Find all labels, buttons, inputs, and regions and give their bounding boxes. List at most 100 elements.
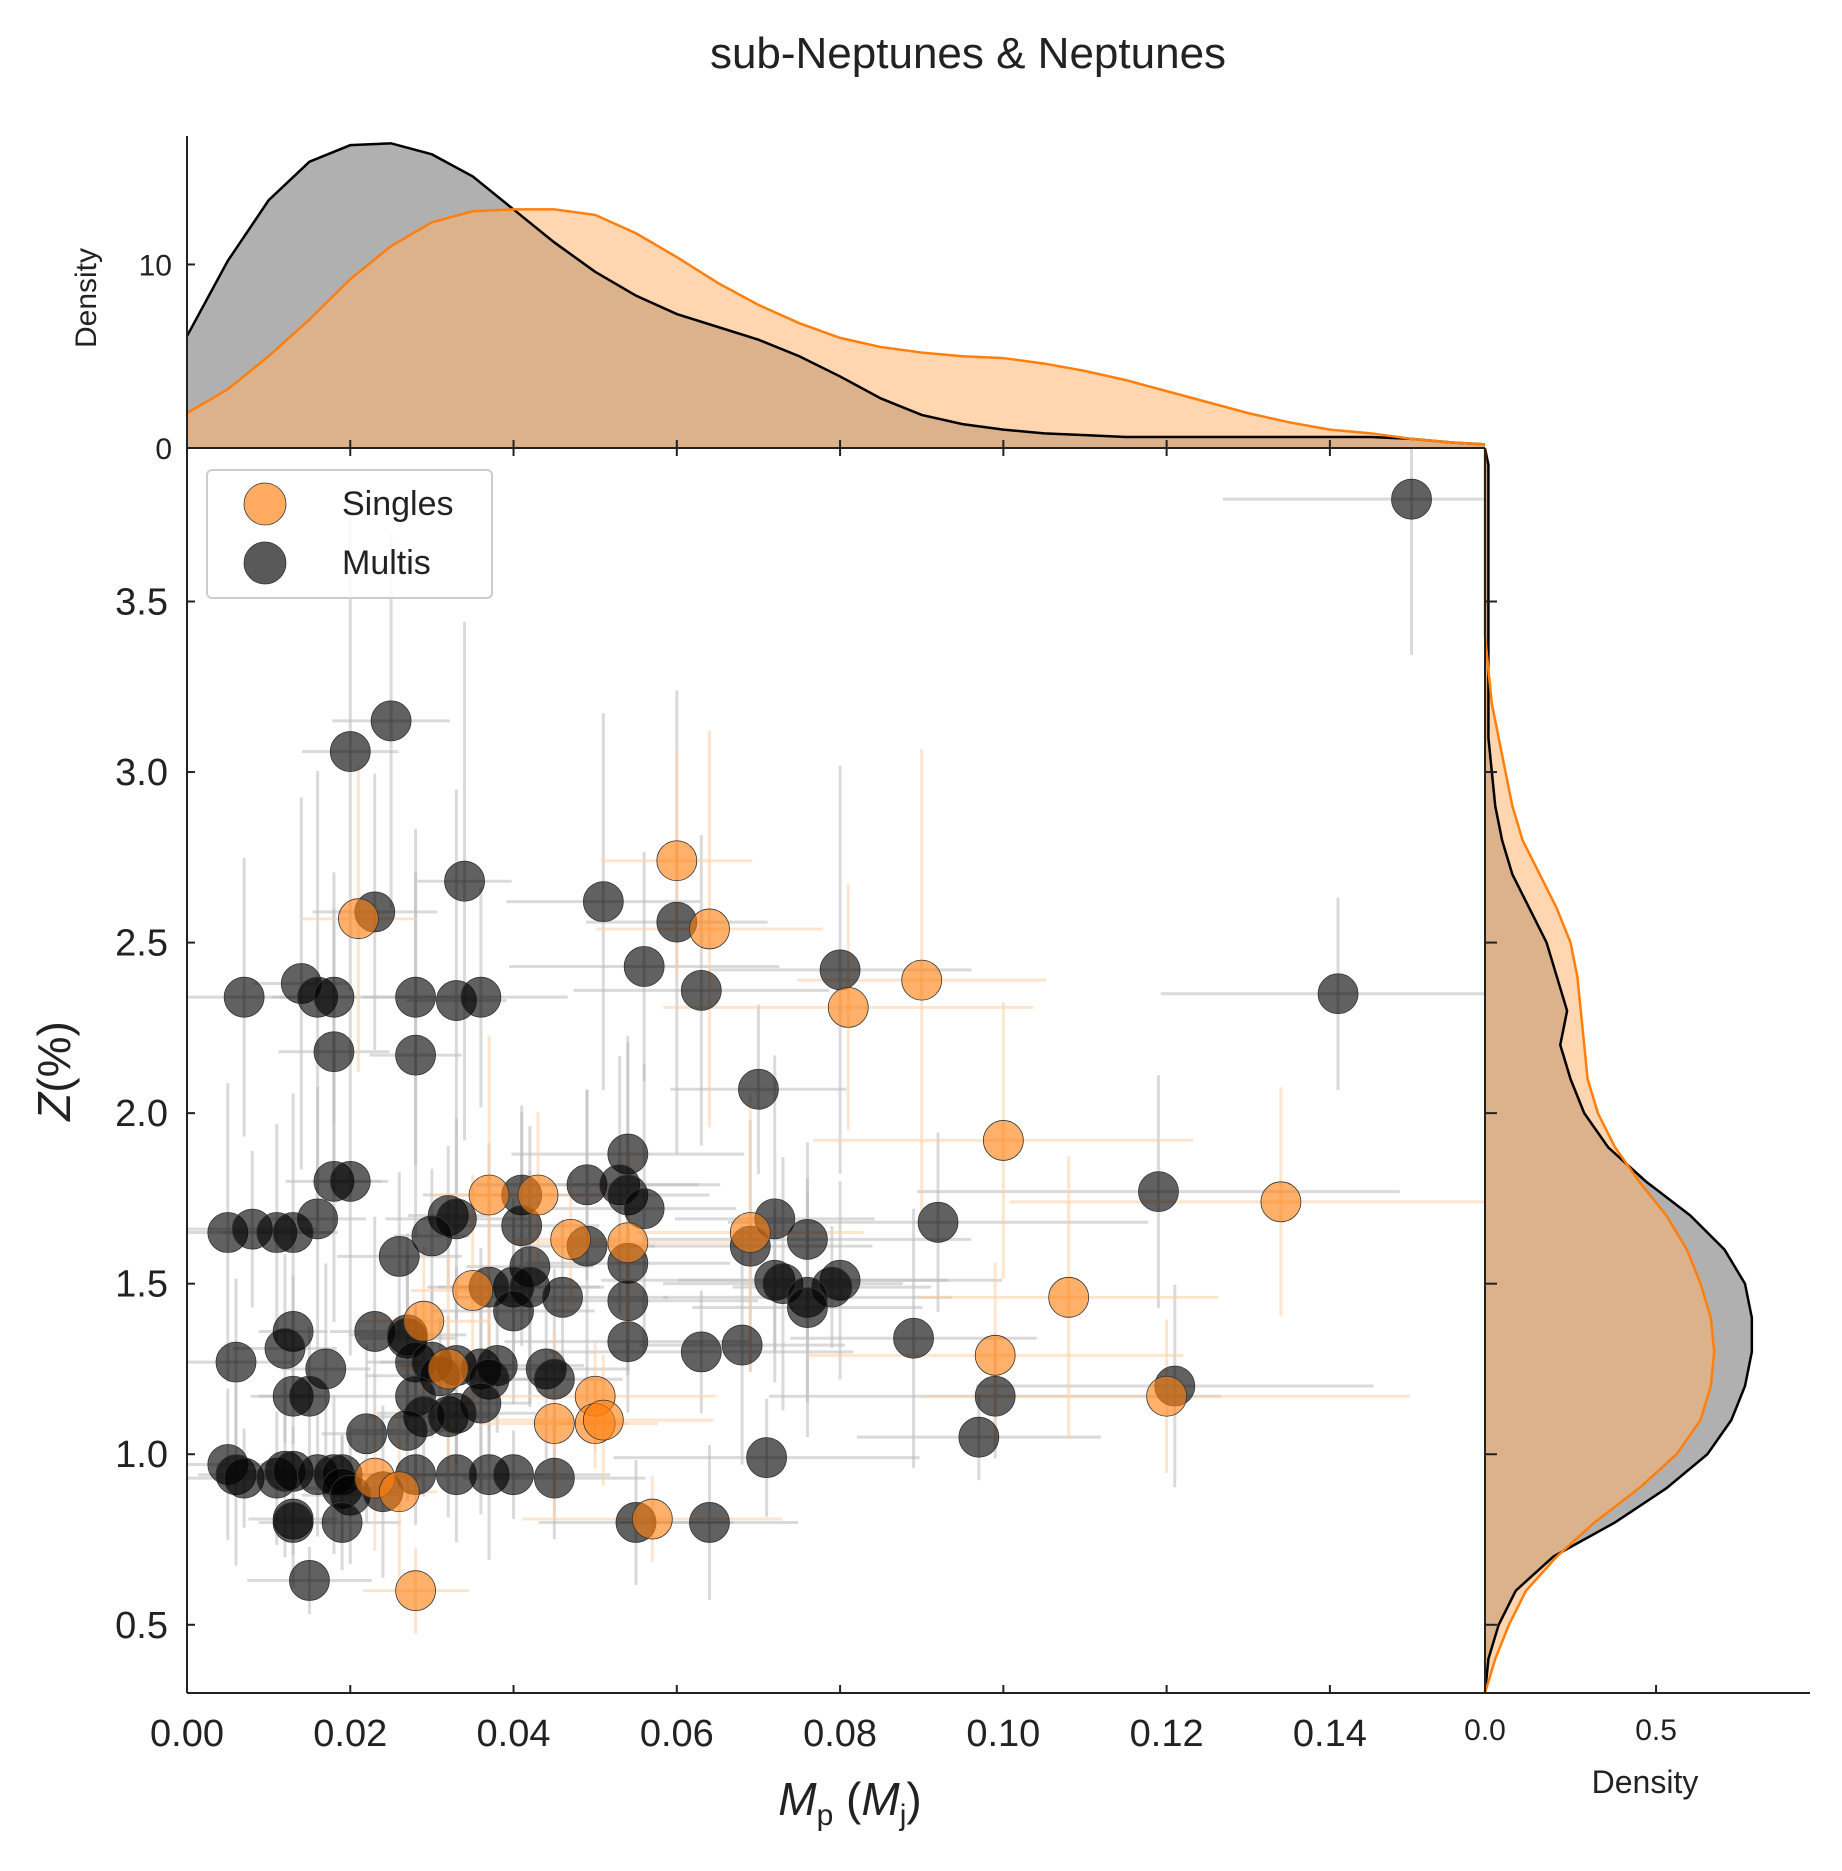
legend-marker-singles — [243, 482, 287, 526]
right-kde-line-multis — [1483, 447, 1754, 1694]
x-tick-label: 0.14 — [1293, 1713, 1367, 1755]
point-multis — [321, 1502, 363, 1543]
point-multis — [893, 1317, 934, 1359]
point-singles — [378, 1471, 420, 1513]
point-singles — [468, 1174, 510, 1216]
point-multis — [1138, 1171, 1179, 1212]
point-singles — [1260, 1181, 1302, 1223]
point-multis — [329, 1160, 371, 1202]
point-singles — [901, 959, 943, 1001]
point-multis — [819, 949, 861, 991]
point-singles — [427, 1348, 469, 1390]
top-kde-areas — [185, 142, 1486, 448]
point-singles — [1048, 1276, 1090, 1318]
y-tick-label: 1.0 — [115, 1434, 168, 1476]
point-multis — [493, 1290, 534, 1332]
point-singles — [631, 1498, 673, 1540]
y-tick-label: 1.5 — [115, 1264, 168, 1306]
point-multis — [378, 1235, 420, 1277]
point-multis — [582, 881, 624, 923]
point-singles — [729, 1212, 771, 1253]
point-multis — [607, 1321, 649, 1363]
point-singles — [395, 1570, 436, 1612]
main-ticks: 0.00 0.02 0.04 0.06 0.08 0.10 0.12 0.14 0.5 1.0 1.… — [115, 448, 1497, 1755]
point-multis — [542, 1276, 583, 1318]
point-multis — [974, 1375, 1016, 1417]
top-kde-fill-singles — [187, 209, 1485, 448]
point-singles — [550, 1218, 592, 1260]
right-marginal-xlabel: Density — [1592, 1764, 1699, 1800]
point-multis — [329, 731, 371, 772]
point-multis — [395, 976, 436, 1018]
point-multis — [746, 1437, 788, 1479]
top-kde-line-singles — [186, 208, 1486, 446]
point-singles — [689, 908, 730, 950]
point-multis — [264, 1328, 306, 1369]
point-multis — [607, 1280, 649, 1322]
point-multis — [787, 1287, 828, 1328]
point-multis — [623, 946, 665, 987]
point-multis — [1391, 478, 1432, 520]
point-singles — [827, 986, 869, 1028]
top-marginal-ylabel: Density — [70, 248, 103, 348]
x-tick-label: 0.04 — [477, 1713, 551, 1755]
x-tick-label: 0.06 — [640, 1713, 714, 1755]
point-multis — [738, 1068, 779, 1110]
point-multis — [787, 1218, 828, 1260]
right-marginal: 0.0 0.5 Density — [1464, 447, 1810, 1800]
point-multis — [223, 976, 265, 1018]
right-marginal-ticks: 0.0 0.5 — [1464, 1685, 1677, 1747]
errorbars — [187, 448, 1485, 1634]
point-multis — [689, 1502, 730, 1543]
point-multis — [395, 1034, 436, 1076]
point-multis — [444, 860, 485, 902]
point-singles — [452, 1270, 494, 1311]
y-axis-label: Z(%) — [28, 1021, 80, 1122]
top-y-tick-label: 0 — [155, 433, 172, 466]
x-axis-label: Mp (Mj) — [778, 1773, 921, 1832]
point-multis — [721, 1324, 763, 1366]
point-multis — [411, 1215, 453, 1257]
point-multis — [370, 700, 412, 742]
legend: Singles Multis — [206, 469, 493, 599]
point-singles — [582, 1399, 624, 1441]
point-multis — [533, 1457, 575, 1499]
y-tick-label: 3.5 — [115, 581, 168, 623]
y-tick-label: 2.0 — [115, 1093, 168, 1135]
scatter-points — [207, 478, 1432, 1612]
point-multis — [387, 1409, 428, 1451]
point-multis — [313, 976, 355, 1018]
point-multis — [680, 1331, 722, 1373]
point-singles — [974, 1334, 1016, 1376]
point-multis — [1317, 973, 1359, 1015]
x-tick-label: 0.12 — [1130, 1713, 1204, 1755]
legend-label-singles: Singles — [342, 485, 454, 523]
x-tick-label: 0.08 — [803, 1713, 877, 1755]
x-tick-label: 0.00 — [150, 1713, 224, 1755]
point-singles — [338, 898, 379, 940]
point-multis — [346, 1413, 387, 1455]
point-multis — [272, 1212, 314, 1253]
point-multis — [680, 969, 722, 1011]
point-multis — [917, 1201, 959, 1243]
top-kde-line-multis — [185, 142, 1486, 446]
point-multis — [460, 976, 502, 1018]
point-multis — [623, 1188, 665, 1230]
point-singles — [607, 1222, 649, 1264]
point-multis — [958, 1416, 1000, 1458]
chart-title: sub-Neptunes & Neptunes — [710, 29, 1226, 78]
top-marginal: 0 10 Density — [70, 136, 1486, 466]
main-plot: 0.00 0.02 0.04 0.06 0.08 0.10 0.12 0.14 0.5 1.0 1.… — [28, 447, 1497, 1832]
point-multis — [533, 1358, 575, 1400]
point-multis — [289, 1375, 330, 1417]
point-singles — [517, 1174, 559, 1216]
point-singles — [403, 1300, 445, 1342]
point-singles — [533, 1403, 575, 1444]
point-multis — [313, 1031, 355, 1073]
point-singles — [656, 840, 698, 882]
right-kde-areas — [1483, 447, 1754, 1694]
point-multis — [493, 1454, 534, 1496]
right-kde-fill-singles — [1485, 448, 1715, 1693]
point-multis — [289, 1560, 330, 1601]
